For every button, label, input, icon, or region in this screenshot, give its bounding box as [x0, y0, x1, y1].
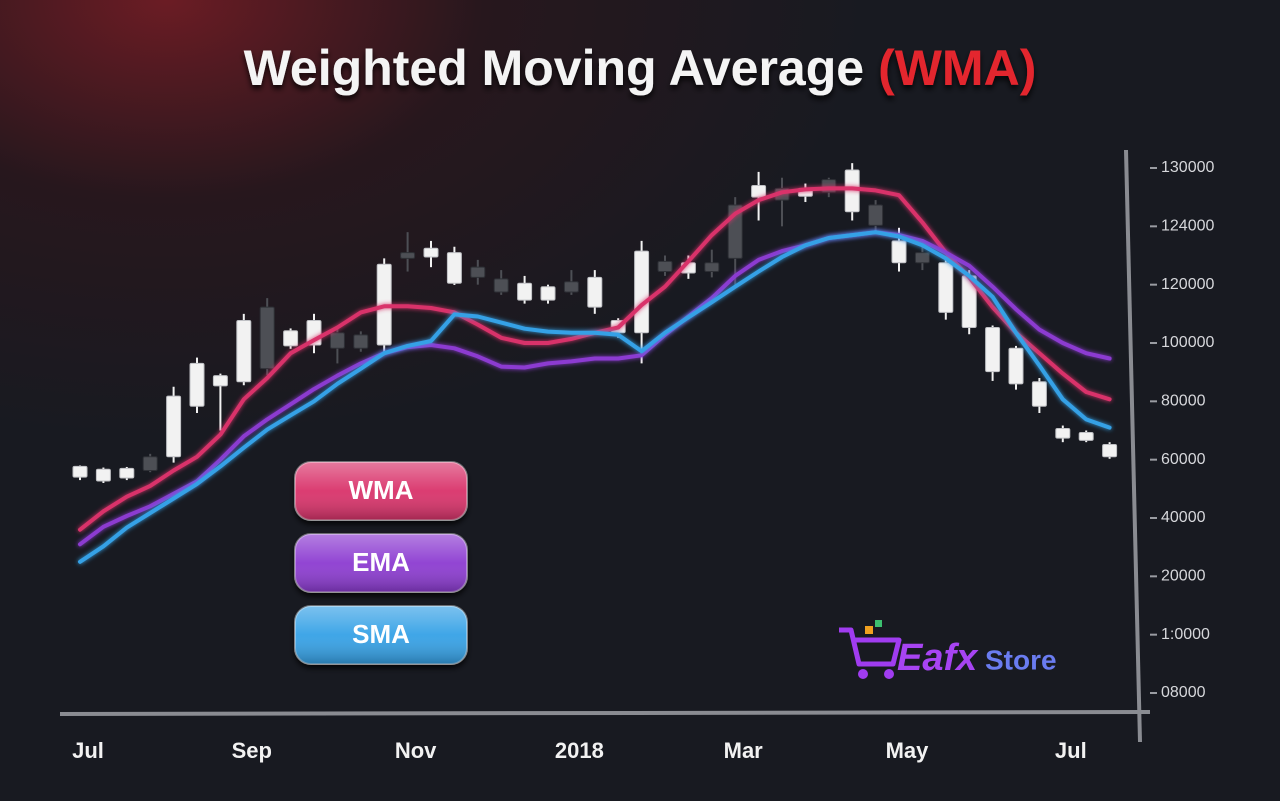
- candle-body: [657, 260, 673, 273]
- candle-body: [634, 250, 650, 334]
- candle-body: [166, 395, 182, 458]
- y-tick-label: 40000: [1161, 509, 1206, 526]
- candle-body: [914, 252, 930, 264]
- chart-title: Weighted Moving Average (WMA): [244, 40, 1037, 96]
- legend-label: EMA: [352, 547, 410, 577]
- candle-body: [142, 456, 158, 471]
- cart-wheel: [858, 669, 868, 679]
- candle-body: [446, 252, 462, 284]
- series-line: [78, 230, 1112, 547]
- legend: WMA EMA SMA: [294, 461, 468, 665]
- cart-icon: [839, 627, 902, 667]
- candle-body: [353, 334, 369, 349]
- title-main: Weighted Moving Average: [244, 40, 864, 96]
- candle-body: [493, 278, 509, 293]
- logo-brand: Eafx: [897, 637, 979, 679]
- legend-label: WMA: [349, 475, 414, 505]
- legend-sheen: [295, 462, 467, 520]
- y-tick-label: 60000: [1161, 451, 1206, 468]
- y-tick-label: 1:0000: [1161, 626, 1210, 643]
- legend-sheen: [295, 606, 467, 664]
- candle-body: [1055, 427, 1071, 439]
- y-tick-label: 120000: [1161, 276, 1214, 293]
- candle-body: [283, 330, 299, 347]
- candle-body: [119, 467, 135, 479]
- candle-body: [95, 468, 111, 482]
- logo: Eafx Store: [839, 620, 1057, 679]
- logo-suffix: Store: [985, 644, 1057, 675]
- candle-body: [587, 276, 603, 308]
- title-highlight: (WMA): [878, 40, 1036, 96]
- series-line: [78, 230, 1112, 564]
- y-tick-label: 20000: [1161, 568, 1206, 585]
- candle-body: [517, 282, 533, 301]
- candle-body: [891, 240, 907, 264]
- candle-body: [212, 375, 228, 387]
- x-tick-label: 2018: [555, 738, 604, 763]
- x-tick-label: Jul: [72, 738, 104, 763]
- legend-label: SMA: [352, 619, 410, 649]
- y-tick-label: 80000: [1161, 393, 1206, 410]
- candle-body: [704, 262, 720, 273]
- x-axis-line: [59, 710, 1151, 716]
- candle-body: [1102, 444, 1118, 458]
- candle-body: [938, 262, 954, 313]
- candle-body: [259, 306, 275, 370]
- candle-body: [189, 362, 205, 407]
- candle-body: [423, 247, 439, 258]
- x-tick-label: Jul: [1055, 738, 1087, 763]
- y-tick-label: 08000: [1161, 684, 1206, 701]
- candle-body: [470, 266, 486, 278]
- legend-sheen: [295, 534, 467, 592]
- candle-body: [72, 465, 88, 478]
- candles: [72, 163, 1118, 483]
- x-tick-label: Nov: [395, 738, 437, 763]
- candle-body: [1078, 432, 1094, 441]
- cart-box: [865, 626, 873, 634]
- cart-box: [875, 620, 882, 627]
- y-axis-line: [1124, 149, 1142, 743]
- candle-body: [236, 320, 252, 383]
- y-tick-label: 124000: [1161, 218, 1214, 235]
- lines: [78, 186, 1112, 564]
- cart-wheel: [884, 669, 894, 679]
- x-tick-label: Mar: [724, 738, 764, 763]
- x-tick-label: May: [886, 738, 930, 763]
- candle-body: [985, 327, 1001, 373]
- candle-body: [1008, 347, 1024, 385]
- x-tick-label: Sep: [232, 738, 272, 763]
- y-tick-label: 130000: [1161, 159, 1214, 176]
- candle-body: [844, 169, 860, 213]
- candle-body: [1031, 381, 1047, 407]
- candle-body: [868, 204, 884, 226]
- candle-body: [751, 185, 767, 198]
- candle-body: [400, 252, 416, 259]
- candle-body: [540, 286, 556, 301]
- y-tick-label: 100000: [1161, 334, 1214, 351]
- candle-body: [563, 281, 579, 293]
- candle-body: [329, 332, 345, 349]
